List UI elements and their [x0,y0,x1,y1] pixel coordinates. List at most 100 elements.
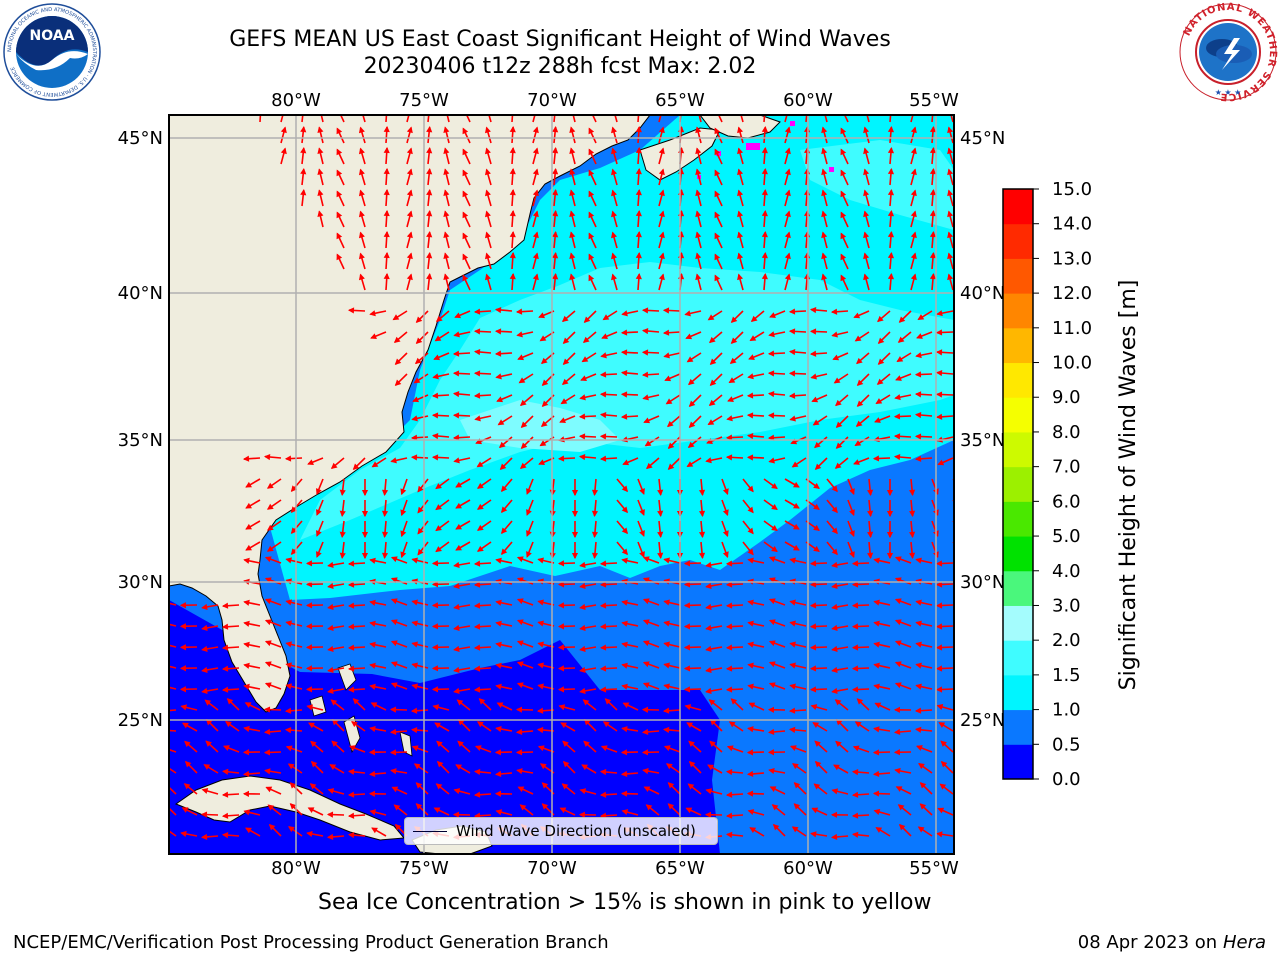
wave-direction-arrowhead [243,620,250,627]
wave-direction-arrowhead [698,510,706,518]
wave-direction-arrowhead [315,530,322,537]
wave-direction-arrowhead [264,768,271,775]
wave-direction-arrowhead [532,210,539,218]
wave-direction-arrowhead [347,560,355,567]
wave-direction-arrowhead [317,126,324,133]
wave-direction-arrowhead [788,392,796,399]
wave-direction-arrowhead [557,644,565,651]
wave-direction-arrowhead [515,728,523,736]
wave-direction-arrowhead [642,598,650,605]
wave-direction-arrowhead [520,442,528,449]
wave-direction-arrowhead [315,488,322,495]
wave-direction-arrowhead [873,683,880,690]
wave-direction-arrowhead [383,209,390,217]
wave-direction-arrowhead [886,490,894,497]
wave-direction-arrowhead [725,434,733,441]
wave-direction-arrowhead [909,552,916,560]
wave-direction-arrowhead [599,433,607,440]
wave-direction-arrowhead [552,125,559,133]
wave-direction-arrowhead [327,582,334,589]
wave-direction-arrowhead [347,307,355,314]
wave-direction-arrowhead [516,577,524,584]
wave-direction-arrowhead [867,531,874,539]
wave-direction-arrowhead [851,769,859,776]
wave-direction-arrowhead [462,211,469,219]
wave-direction-arrowhead [326,833,334,840]
wave-direction-arrowhead [704,811,712,818]
wave-direction-arrowhead [347,602,355,609]
wave-direction-arrowhead [484,273,491,281]
wave-direction-arrowhead [369,683,376,690]
wave-direction-arrowhead [369,620,376,627]
wave-direction-arrowhead [947,126,954,134]
wave-direction-arrowhead [588,274,595,282]
wave-direction-arrowhead [307,807,315,813]
wave-direction-arrowhead [411,641,418,648]
wave-direction-arrowhead [688,421,696,428]
wave-direction-arrowhead [644,440,652,447]
wave-direction-arrowhead [532,126,539,134]
wave-direction-arrowhead [393,336,401,343]
wave-direction-arrowhead [264,619,272,626]
wave-direction-arrowhead [390,577,398,584]
wave-direction-arrowhead [935,602,943,609]
wave-direction-arrowhead [431,412,439,419]
wave-direction-arrowhead [559,807,567,814]
wave-direction-arrowhead [874,417,881,423]
wave-direction-arrowhead [886,553,894,560]
wave-direction-arrowhead [571,532,579,539]
wave-direction-arrowhead [588,253,595,261]
wave-direction-arrowhead [411,599,418,606]
wave-direction-arrowhead [222,768,229,775]
wave-direction-arrowhead [532,168,539,176]
wave-direction-arrowhead [358,168,365,176]
wave-direction-arrowhead [658,126,665,134]
wave-direction-arrowhead [935,623,943,630]
wave-direction-arrowhead [714,211,721,219]
wave-direction-arrowhead [893,433,901,440]
wave-direction-arrowhead [877,358,885,365]
wave-direction-arrowhead [761,146,768,154]
wave-direction-arrowhead [473,348,481,356]
wave-direction-arrowhead [579,624,586,631]
wave-direction-arrowhead [369,662,376,669]
wave-direction-arrowhead [929,188,937,196]
wave-direction-arrowhead [569,231,576,239]
wave-direction-arrowhead [326,811,334,818]
lon-label-top: 70°W [527,90,577,111]
wave-direction-arrowhead [663,662,670,669]
wave-direction-arrowhead [305,602,313,609]
wave-direction-arrow [169,623,177,627]
wave-direction-arrowhead [327,788,335,795]
wave-direction-arrowhead [771,503,778,511]
wave-direction-arrowhead [390,768,397,775]
wave-direction-arrowhead [290,527,298,534]
wave-direction-arrowhead [919,803,927,810]
wave-direction-arrowhead [889,106,894,111]
wave-direction-arrowhead [579,561,586,568]
wave-direction-arrowhead [411,745,419,752]
wave-direction-arrowhead [894,767,901,774]
wave-direction-arrowhead [840,190,847,198]
wave-direction-arrowhead [245,544,252,551]
wave-direction-arrowhead [812,722,820,728]
wave-direction-arrowhead [833,377,841,384]
wave-direction-arrowhead [453,645,460,652]
wave-direction-arrowhead [452,350,460,357]
wave-direction-arrowhead [856,357,863,365]
wave-direction-arrowhead [347,791,355,798]
wave-direction-arrowhead [411,557,418,564]
wave-direction-arrowhead [936,831,943,838]
wave-direction-arrowhead [516,661,524,668]
wave-direction-arrowhead [914,455,922,462]
wave-direction-arrowhead [381,531,389,539]
wave-direction-arrowhead [876,378,884,385]
wave-direction-arrowhead [435,546,442,553]
wave-direction-arrowhead [473,768,481,776]
wave-direction-arrowhead [267,804,275,811]
wave-direction-arrowhead [666,420,674,428]
wave-direction-arrowhead [410,434,418,441]
wave-direction-arrowhead [737,189,744,197]
wave-direction-arrowhead [863,168,870,176]
wave-direction-arrowhead [305,665,313,672]
